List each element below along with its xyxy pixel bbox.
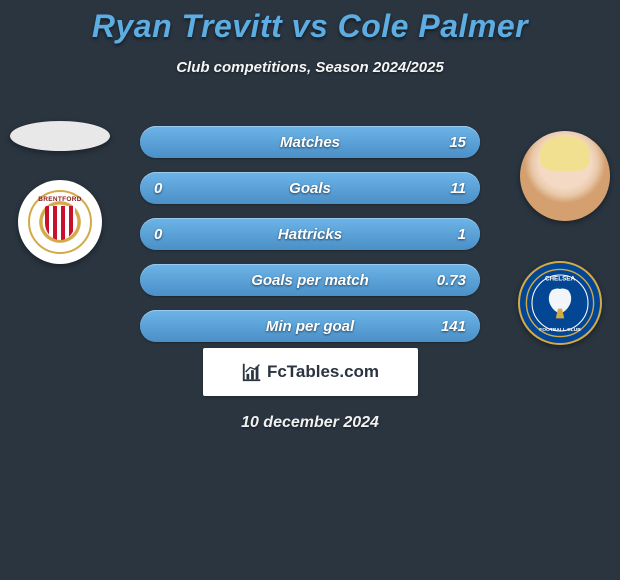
stat-label: Goals per match <box>140 272 480 289</box>
club-left-badge <box>18 180 102 264</box>
brentford-crest-icon <box>28 190 92 254</box>
stat-label: Hattricks <box>140 226 480 243</box>
svg-text:CHELSEA: CHELSEA <box>545 276 576 283</box>
player-right-avatar <box>520 131 610 221</box>
stat-right-value: 11 <box>450 180 466 197</box>
subtitle: Club competitions, Season 2024/2025 <box>0 59 620 76</box>
stat-label: Matches <box>140 134 480 151</box>
stat-right-value: 141 <box>441 318 466 335</box>
svg-text:FOOTBALL CLUB: FOOTBALL CLUB <box>539 327 581 333</box>
chart-icon <box>241 361 263 383</box>
stat-right-value: 1 <box>458 226 466 243</box>
stat-bar: 0 Goals 11 <box>140 172 480 204</box>
stat-right-value: 0.73 <box>437 272 466 289</box>
club-right-badge: CHELSEA FOOTBALL CLUB <box>518 261 602 345</box>
stat-bars: Matches 15 0 Goals 11 0 Hattricks 1 Goal… <box>140 126 480 356</box>
comparison-panel: CHELSEA FOOTBALL CLUB Matches 15 0 Goals… <box>0 106 620 336</box>
page-title: Ryan Trevitt vs Cole Palmer <box>0 0 620 45</box>
chelsea-crest-icon: CHELSEA FOOTBALL CLUB <box>525 268 595 338</box>
date-text: 10 december 2024 <box>0 414 620 432</box>
stat-bar: Matches 15 <box>140 126 480 158</box>
stat-label: Goals <box>140 180 480 197</box>
stat-bar: 0 Hattricks 1 <box>140 218 480 250</box>
player-left-avatar <box>10 121 110 151</box>
stat-bar: Goals per match 0.73 <box>140 264 480 296</box>
stat-bar: Min per goal 141 <box>140 310 480 342</box>
brand-text: FcTables.com <box>267 362 379 382</box>
stat-right-value: 15 <box>449 134 466 151</box>
stat-label: Min per goal <box>140 318 480 335</box>
